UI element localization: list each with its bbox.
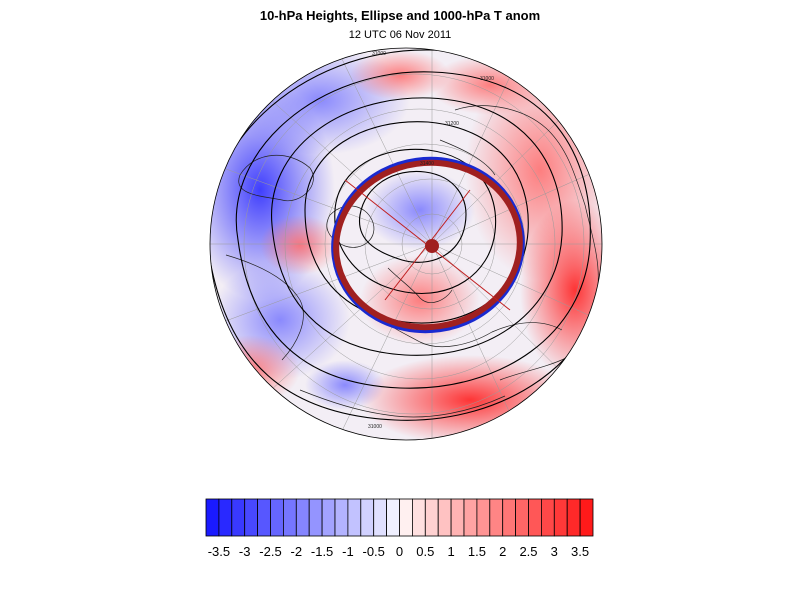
colorbar-tick-label: 3.5 xyxy=(571,544,589,559)
colorbar-tick-label: 1 xyxy=(447,544,454,559)
colorbar-box xyxy=(553,498,568,537)
colorbar-box xyxy=(373,498,388,537)
colorbar-box xyxy=(463,498,478,537)
contour-label: 31000 xyxy=(372,51,386,57)
colorbar-tick-label: -3 xyxy=(239,544,251,559)
colorbar-tick-label: 0.5 xyxy=(416,544,434,559)
colorbar-box xyxy=(502,498,517,537)
colorbar-box xyxy=(360,498,375,537)
contour-label: 31000 xyxy=(480,76,494,82)
ellipse-outline xyxy=(333,159,523,331)
contour-label: 31200 xyxy=(445,121,459,127)
colorbar-tick-label: -2 xyxy=(291,544,303,559)
colorbar-box xyxy=(450,498,465,537)
height-contours xyxy=(210,49,602,421)
colorbar-box xyxy=(321,498,336,537)
contour-labels: 31000 31000 31200 31400 31000 xyxy=(368,51,494,430)
colorbar-box xyxy=(386,498,400,537)
colorbar-box xyxy=(579,498,594,537)
polar-stereographic-map: 31000 31000 31200 31400 31000 xyxy=(209,47,603,441)
colorbar-box xyxy=(399,498,413,537)
colorbar-box xyxy=(270,498,284,537)
colorbar-box xyxy=(566,498,581,537)
colorbar-box xyxy=(411,498,426,537)
vortex-ellipse xyxy=(331,156,525,334)
colorbar-box xyxy=(437,498,452,537)
colorbar-tick-label: 2.5 xyxy=(519,544,537,559)
colorbar-box xyxy=(347,498,362,537)
colorbar-box xyxy=(541,498,555,537)
colorbar-boxes xyxy=(205,498,594,537)
colorbar-box xyxy=(282,498,297,537)
map-subtitle: 12 UTC 06 Nov 2011 xyxy=(348,29,452,41)
colorbar-tick-label: -1 xyxy=(342,544,354,559)
colorbar-tick-label: -0.5 xyxy=(362,544,384,559)
colorbar-box xyxy=(528,498,542,537)
colorbar-box xyxy=(308,498,323,537)
colorbar-tick-label: 0 xyxy=(396,544,403,559)
colorbar-box xyxy=(231,498,246,537)
colorbar-tick-label: 3 xyxy=(551,544,558,559)
contour-label: 31000 xyxy=(368,424,382,430)
colorbar-tick-label: -3.5 xyxy=(208,544,230,559)
globe-outline xyxy=(209,47,603,441)
colorbar-box xyxy=(218,498,233,537)
colorbar-labels: -3.5 -3 -2.5 -2 -1.5 -1 -0.5 0 0.5 1 1.5 2 2.5 3 3.5 xyxy=(208,544,589,559)
colorbar-box xyxy=(244,498,258,537)
colorbar-box xyxy=(257,498,271,537)
colorbar-box xyxy=(205,498,220,537)
colorbar-tick-label: 1.5 xyxy=(468,544,486,559)
ellipse-center xyxy=(425,239,439,253)
colorbar-box xyxy=(489,498,504,537)
colorbar-tick-label: -1.5 xyxy=(311,544,333,559)
colorbar-tick-label: -2.5 xyxy=(259,544,281,559)
contour-label: 31400 xyxy=(420,161,434,167)
colorbar-box xyxy=(295,498,310,537)
colorbar-box xyxy=(476,498,491,537)
colorbar-box xyxy=(515,498,529,537)
map-title: 10-hPa Heights, Ellipse and 1000-hPa T a… xyxy=(259,8,541,23)
colorbar-tick-label: 2 xyxy=(499,544,506,559)
colorbar-box xyxy=(424,498,439,537)
colorbar-box xyxy=(334,498,349,537)
